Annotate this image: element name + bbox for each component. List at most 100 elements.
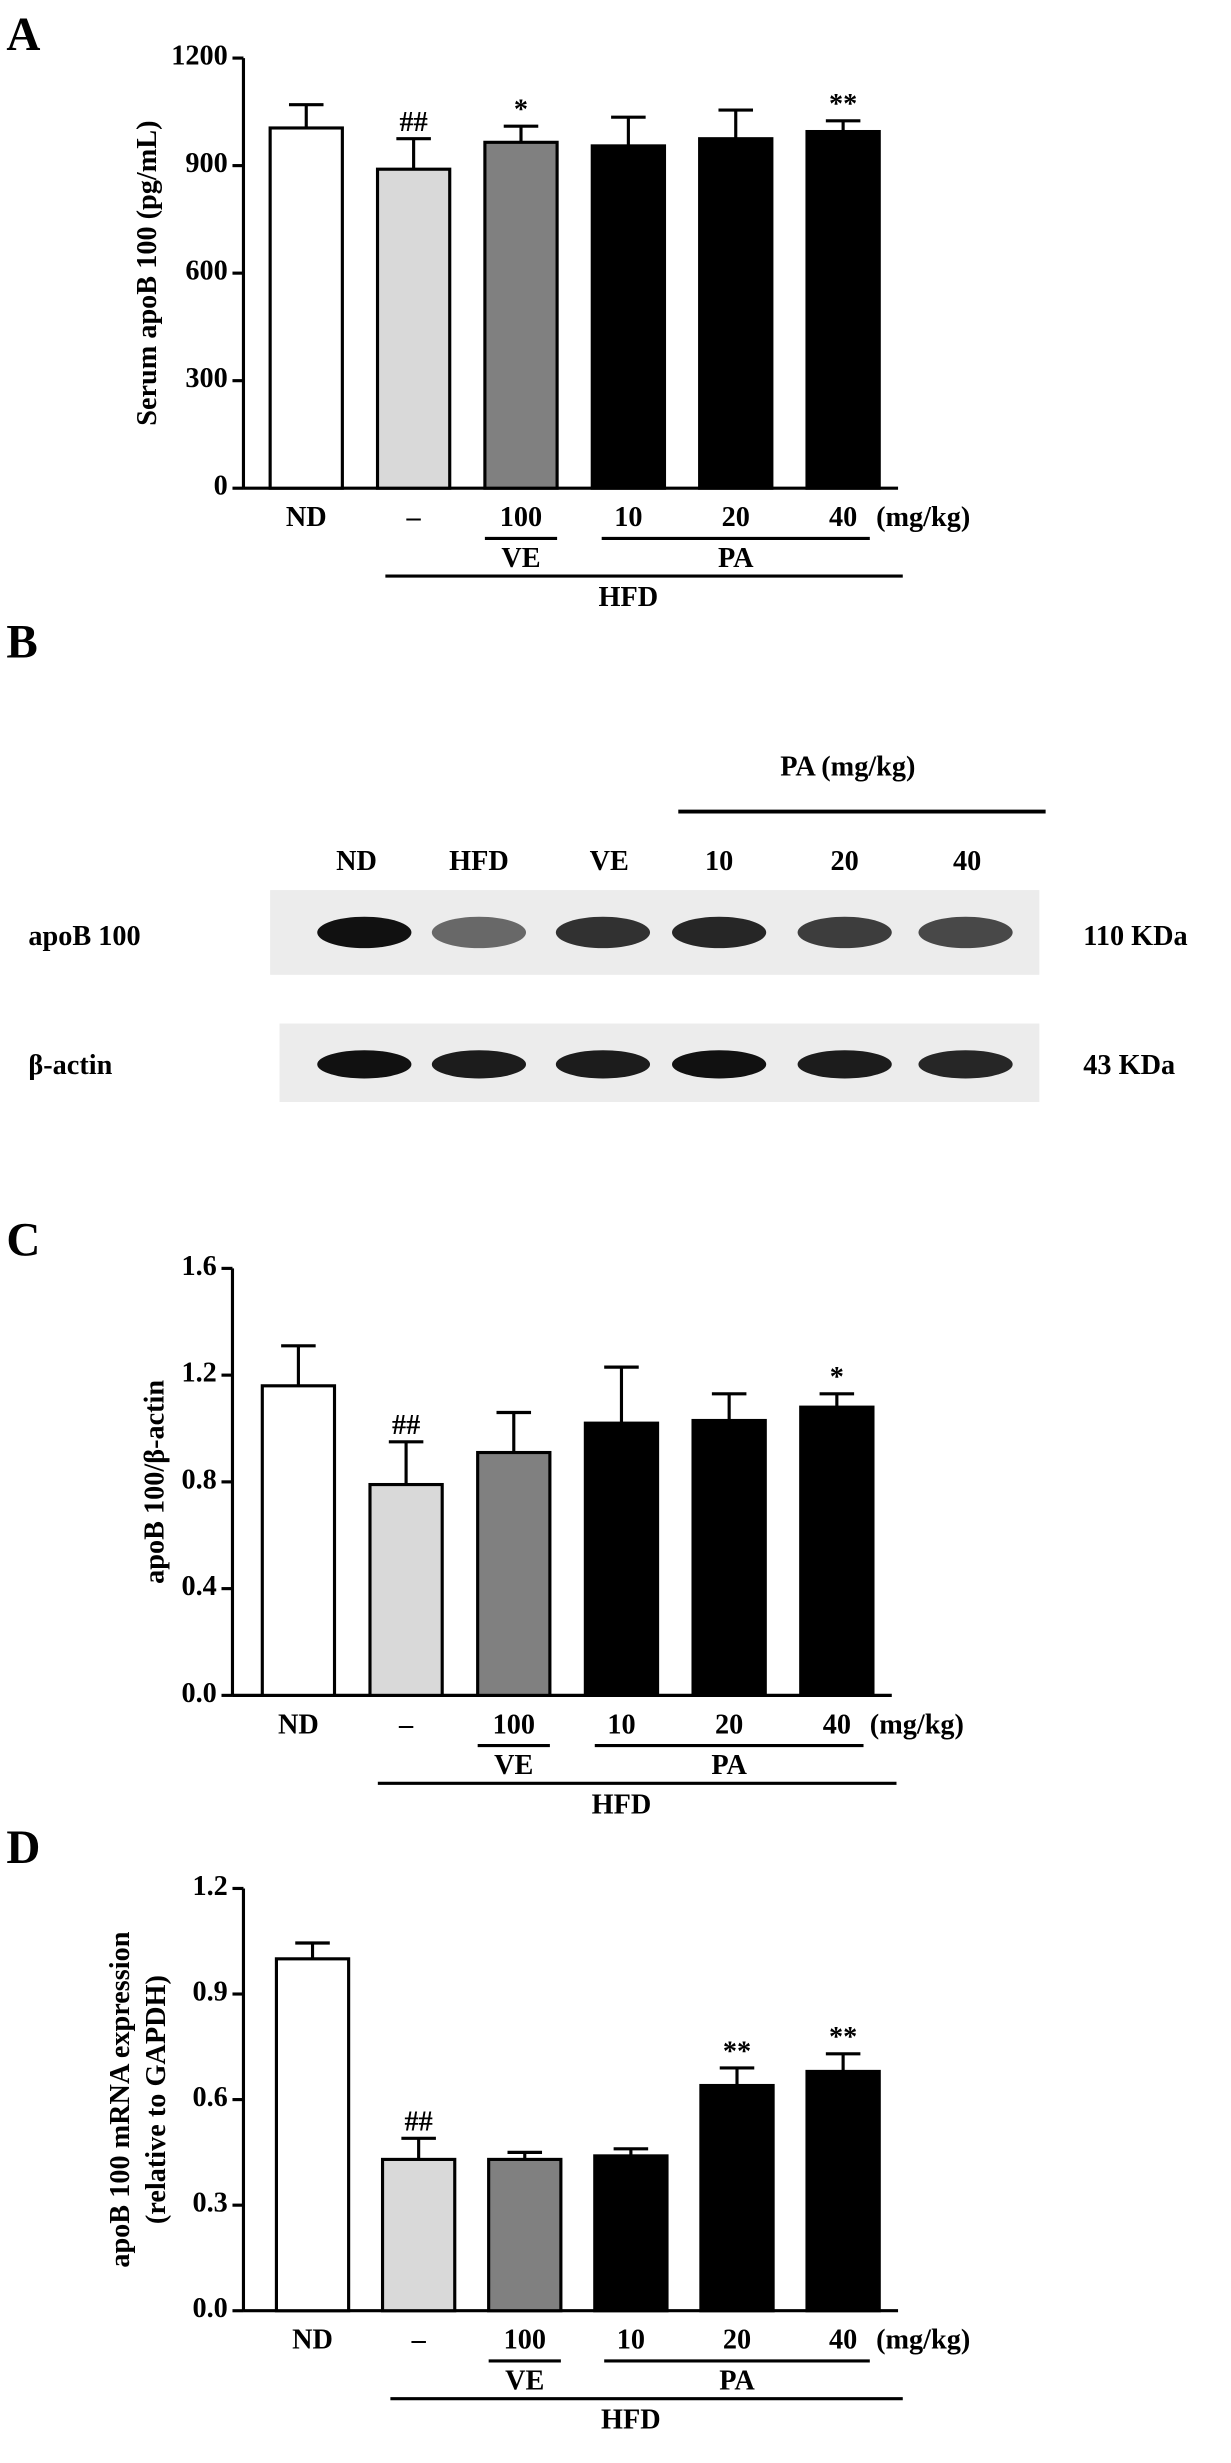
x-tick-label: 20 — [715, 1709, 743, 1740]
group-label: PA — [718, 543, 754, 574]
y-tick-label: 0.6 — [192, 2082, 227, 2113]
annotation: * — [830, 1362, 844, 1393]
group-label: VE — [494, 1750, 533, 1781]
bar — [805, 2069, 881, 2313]
unit-label: (mg/kg) — [876, 502, 970, 533]
bar — [691, 1418, 767, 1697]
bar — [274, 1957, 351, 2313]
lane-label: 40 — [953, 846, 981, 877]
annotation: ## — [405, 2107, 433, 2138]
x-tick-label: 10 — [607, 1709, 635, 1740]
x-tick-label: – — [398, 1709, 414, 1740]
group-label: VE — [501, 543, 540, 574]
y-tick-label: 1.2 — [192, 1871, 227, 1902]
y-tick-label: 900 — [185, 148, 227, 179]
x-tick-label: 40 — [829, 502, 857, 533]
unit-label: (mg/kg) — [870, 1709, 964, 1740]
annotation: ** — [829, 89, 857, 120]
row-label: apoB 100 — [28, 921, 140, 952]
annotation: ** — [829, 2022, 857, 2053]
bar — [590, 144, 667, 490]
bar — [593, 2154, 669, 2313]
band — [918, 916, 1013, 949]
x-tick-label: 100 — [493, 1709, 535, 1740]
bar — [268, 126, 344, 490]
y-tick-label: 1.2 — [181, 1358, 216, 1389]
group-label: PA — [719, 2365, 755, 2396]
group-label: HFD — [601, 2405, 661, 2436]
y-tick-label: 300 — [185, 363, 227, 394]
x-tick-label: 100 — [500, 502, 542, 533]
group-label: VE — [505, 2365, 544, 2396]
bar — [698, 137, 774, 490]
panel-label: B — [6, 617, 37, 669]
bar — [368, 1482, 444, 1697]
band — [797, 916, 892, 949]
bar — [583, 1421, 660, 1697]
size-label: 43 KDa — [1083, 1050, 1175, 1081]
bar — [805, 129, 881, 490]
band — [431, 916, 527, 949]
band — [672, 1050, 767, 1079]
bar — [799, 1405, 875, 1697]
y-tick-label: 0.3 — [192, 2188, 227, 2219]
size-label: 110 KDa — [1083, 921, 1187, 952]
bar — [483, 140, 559, 490]
lane-label: HFD — [449, 846, 509, 877]
unit-label: (mg/kg) — [876, 2325, 970, 2356]
group-label: PA — [711, 1750, 747, 1781]
bar — [699, 2083, 775, 2313]
lane-label: 10 — [705, 846, 733, 877]
y-axis-label: (relative to GAPDH) — [141, 1975, 172, 2224]
lane-label: ND — [336, 846, 377, 877]
x-tick-label: 40 — [823, 1709, 851, 1740]
lane-label: 20 — [831, 846, 859, 877]
x-tick-label: – — [411, 2325, 427, 2356]
x-tick-label: 100 — [504, 2325, 546, 2356]
x-tick-label: ND — [286, 502, 327, 533]
band — [555, 1050, 651, 1079]
band — [431, 1050, 527, 1079]
panel-label: C — [6, 1215, 40, 1267]
y-tick-label: 0 — [214, 471, 228, 502]
annotation: * — [514, 95, 528, 126]
y-axis-label: apoB 100/β-actin — [140, 1380, 171, 1584]
lane-label: VE — [590, 846, 629, 877]
x-tick-label: 20 — [723, 2325, 751, 2356]
panel-label: A — [6, 9, 40, 61]
x-tick-label: 10 — [617, 2325, 645, 2356]
group-label: HFD — [599, 582, 659, 613]
band — [317, 916, 412, 949]
x-tick-label: ND — [278, 1709, 319, 1740]
y-tick-label: 0.0 — [181, 1678, 216, 1709]
blot-header: PA (mg/kg) — [780, 752, 915, 783]
y-tick-label: 0.4 — [181, 1571, 216, 1602]
annotation: ** — [723, 2036, 751, 2067]
y-tick-label: 0.9 — [192, 1977, 227, 2008]
band — [672, 916, 767, 949]
annotation: ## — [392, 1410, 420, 1441]
bar — [260, 1384, 337, 1697]
x-tick-label: 10 — [614, 502, 642, 533]
y-tick-label: 600 — [185, 256, 227, 287]
panel-label: D — [6, 1822, 40, 1874]
x-tick-label: – — [406, 502, 422, 533]
band — [555, 916, 651, 949]
annotation: ## — [400, 107, 428, 138]
x-tick-label: 40 — [829, 2325, 857, 2356]
y-tick-label: 1200 — [171, 41, 228, 72]
y-tick-label: 1.6 — [181, 1251, 216, 1282]
row-label: β-actin — [28, 1050, 112, 1081]
bar — [487, 2157, 563, 2313]
bar — [380, 2157, 457, 2313]
y-axis-label: Serum apoB 100 (pg/mL) — [132, 121, 163, 426]
y-axis-label: apoB 100 mRNA expression — [105, 1931, 136, 2267]
bar — [375, 167, 452, 490]
band — [918, 1050, 1013, 1079]
bar — [476, 1450, 552, 1697]
x-tick-label: ND — [292, 2325, 333, 2356]
y-tick-label: 0.0 — [192, 2293, 227, 2324]
band — [317, 1050, 412, 1079]
band — [797, 1050, 892, 1079]
